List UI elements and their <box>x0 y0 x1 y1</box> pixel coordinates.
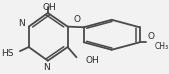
Text: N: N <box>43 63 50 72</box>
Text: N: N <box>18 19 25 28</box>
Text: O: O <box>148 32 155 41</box>
Text: OH: OH <box>85 56 99 65</box>
Text: OH: OH <box>42 3 56 12</box>
Text: CH₃: CH₃ <box>154 42 168 51</box>
Text: O: O <box>74 15 81 24</box>
Text: HS: HS <box>2 49 14 58</box>
